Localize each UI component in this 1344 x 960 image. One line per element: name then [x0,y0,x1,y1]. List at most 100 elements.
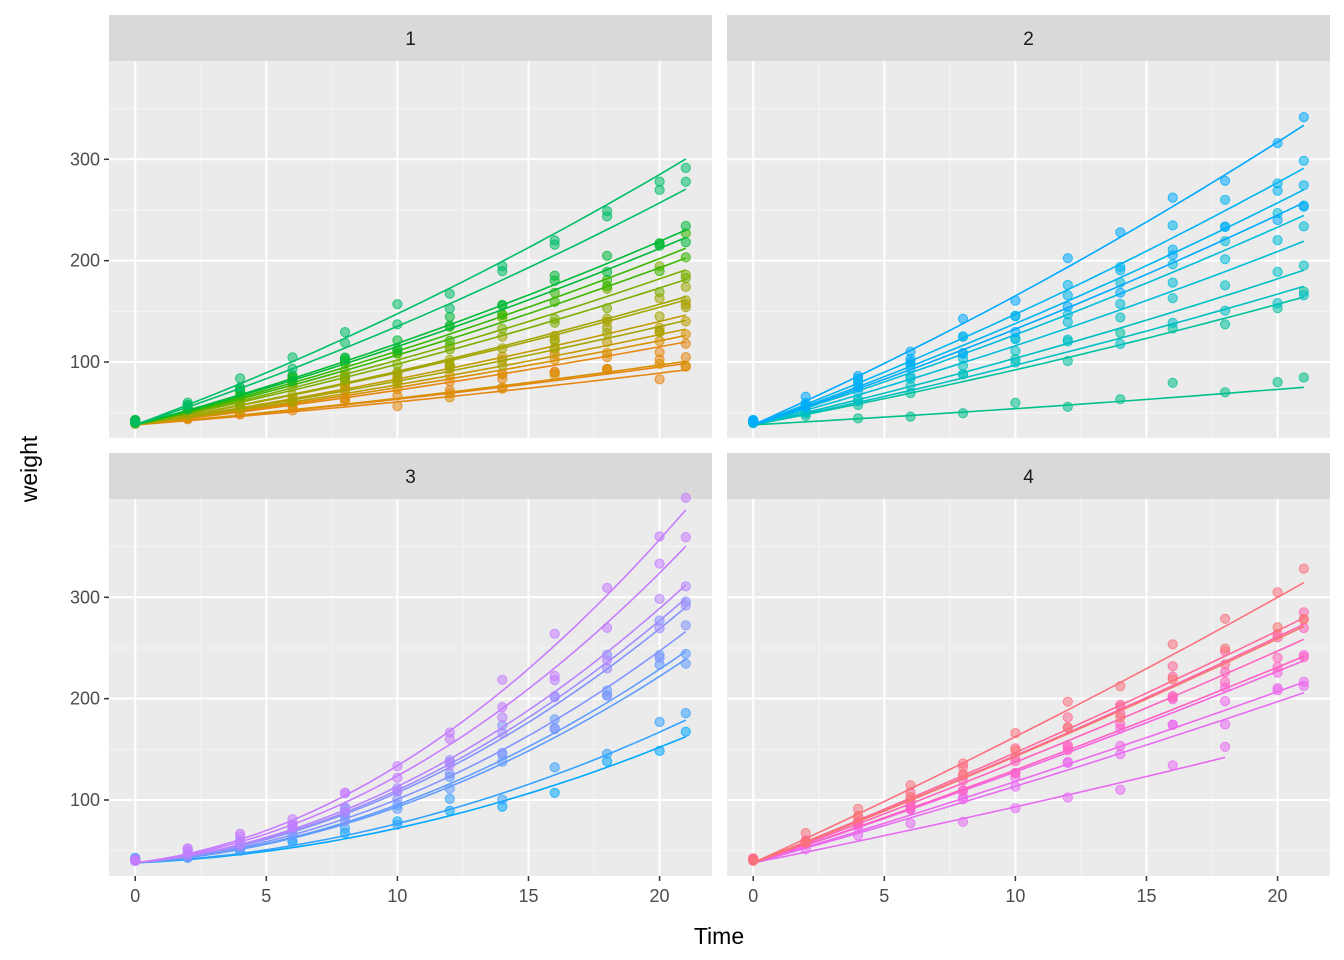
data-point [497,360,508,371]
fitted-curve [752,581,1305,864]
data-point [1220,387,1231,398]
panel-background [109,499,712,876]
data-point [654,531,665,542]
fitted-curve [135,299,687,426]
data-point [957,408,969,419]
facet-strip-label: 4 [1023,467,1034,488]
data-point [602,655,613,666]
data-point [1220,676,1231,688]
data-point [392,368,403,379]
series-chick [748,112,1309,426]
data-point [392,335,403,346]
data-point [680,492,691,503]
data-point [497,794,508,805]
fitted-curve [135,269,687,426]
data-point [1272,683,1283,694]
data-point [957,816,969,827]
data-point [1115,298,1126,310]
data-point [1298,290,1309,301]
data-point [957,331,969,342]
fitted-curve [135,509,687,864]
x-tick-label: 5 [879,886,889,906]
data-point [1062,401,1073,412]
facet-panel-2: 2 [727,15,1330,438]
fitted-curve [752,240,1305,426]
data-point [392,299,403,310]
data-point [680,726,691,737]
data-point [1167,661,1178,672]
data-point [1062,301,1073,312]
data-point [800,837,811,848]
data-point [235,828,246,839]
data-point [654,347,665,358]
data-point [1062,336,1073,347]
data-point [748,414,759,426]
data-point [392,319,403,330]
data-point [1115,394,1126,405]
x-tick-label: 5 [261,886,271,906]
data-point [1272,266,1283,277]
data-point [654,286,665,298]
data-point [654,623,665,634]
data-point [680,176,691,187]
data-point [1062,756,1073,768]
data-point [444,354,455,365]
data-point [800,827,811,839]
data-point [1220,305,1231,316]
data-point [1167,690,1178,702]
data-point [800,391,811,402]
data-point [1167,377,1178,388]
fitted-curve [135,247,687,426]
data-point [549,762,560,773]
fitted-curve [752,681,1305,864]
data-point [287,352,298,363]
fitted-curve [135,735,687,864]
data-point [497,382,508,393]
data-point [602,363,613,375]
fitted-curve [134,229,687,426]
data-point [853,811,864,822]
series-chick [748,285,1309,429]
x-tick-label: 20 [650,886,670,906]
data-point [1272,235,1283,246]
fitted-curve [135,719,687,864]
data-point [957,758,969,769]
data-point [1298,563,1309,574]
data-point [1298,260,1309,271]
data-point [1062,740,1073,751]
data-point [654,558,665,569]
facet-panels: 1 100 200 300 2 3 100 200 300 0 5 10 15 20 4 0 5 10 15 20 [70,15,1330,906]
fitted-curve [753,386,1304,426]
data-point [549,235,560,246]
data-point [1167,192,1178,203]
data-point [680,237,691,248]
data-point [1272,298,1283,309]
facet-strip [727,15,1330,61]
series-chick [130,158,691,426]
panel-background [109,61,712,438]
data-point [444,392,455,403]
data-point [1115,227,1126,238]
data-point [602,303,613,314]
data-point [1010,768,1021,779]
data-point [1062,279,1073,291]
data-point [905,411,916,422]
data-point [602,266,613,277]
data-point [1062,722,1073,733]
data-point [654,266,665,277]
data-point [1272,652,1283,663]
fitted-curve [753,756,1226,864]
data-point [287,814,298,825]
data-point [957,768,969,780]
data-point [1220,221,1231,232]
x-tick-label: 20 [1268,886,1288,906]
data-point [339,327,351,338]
fitted-curve [752,617,1305,864]
fitted-curve [753,296,1305,426]
data-point [130,414,141,425]
x-axis-title: Time [694,923,744,949]
data-point [235,373,246,384]
y-tick-label: 100 [70,790,100,810]
data-point [1062,290,1073,301]
